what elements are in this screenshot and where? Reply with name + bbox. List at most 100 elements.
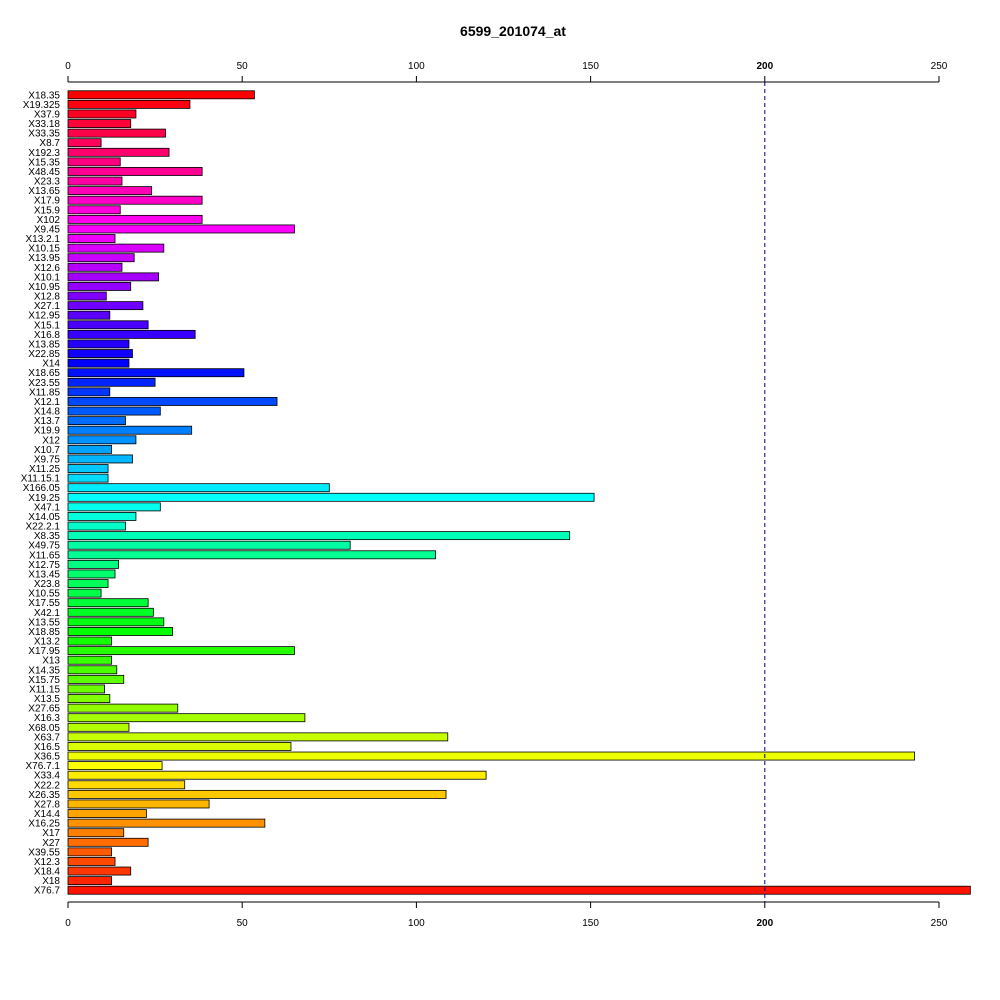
bar [67, 109, 137, 119]
bar [67, 857, 116, 866]
bar [67, 425, 193, 435]
category-label: X48.45 [28, 167, 60, 178]
bar [67, 559, 119, 569]
bar [67, 540, 351, 550]
category-label: X14.05 [28, 512, 60, 523]
category-label: X42.1 [34, 608, 61, 619]
bar [67, 377, 156, 387]
bar [67, 176, 123, 186]
bar [67, 214, 203, 224]
category-label: X9.45 [34, 224, 61, 235]
category-label: X23.3 [34, 177, 61, 188]
bar [67, 291, 107, 301]
category-label: X16.5 [34, 742, 61, 753]
category-label: X15.35 [28, 157, 60, 168]
bar [67, 90, 255, 100]
category-label: X18.4 [34, 867, 61, 878]
category-label: X18.35 [28, 90, 60, 101]
category-label: X10.95 [28, 282, 60, 293]
category-label: X76.7 [34, 886, 61, 897]
category-label: X68.05 [28, 723, 60, 734]
category-label: X33.18 [28, 119, 60, 130]
category-label: X23.55 [28, 378, 60, 389]
tick-label: 0 [65, 61, 71, 72]
bar [67, 627, 173, 636]
bar [67, 751, 916, 761]
bar [67, 770, 487, 780]
category-label: X13.85 [28, 339, 60, 350]
category-label: X14.4 [34, 809, 61, 820]
tick-label: 100 [408, 918, 425, 929]
tick-label: 200 [756, 918, 773, 929]
bar [67, 674, 125, 684]
tick-label: 150 [582, 918, 599, 929]
category-label: X11.15.1 [21, 474, 61, 485]
category-label: X36.5 [34, 752, 61, 763]
bar [67, 646, 295, 656]
category-label: X47.1 [34, 502, 61, 513]
bar [67, 703, 179, 713]
bar [67, 186, 153, 196]
bar [67, 473, 109, 483]
category-label: X12.95 [28, 311, 60, 322]
category-label: X16.3 [34, 713, 61, 724]
bar [67, 598, 149, 608]
category-label: X22.85 [28, 349, 60, 360]
tick-label: 250 [931, 918, 948, 929]
category-label: X27.65 [28, 704, 60, 715]
bar [67, 310, 111, 320]
bar [67, 147, 170, 157]
category-label: X63.7 [34, 732, 61, 743]
bar [67, 435, 137, 445]
bar [67, 837, 149, 847]
bar [67, 818, 266, 828]
category-label: X13 [42, 656, 60, 667]
category-label: X18 [42, 876, 60, 887]
bar [67, 167, 203, 176]
bar [67, 789, 447, 799]
bar [67, 780, 186, 790]
bar [67, 617, 165, 627]
bar [67, 128, 166, 138]
category-label: X13.65 [28, 186, 60, 197]
category-label: X13.55 [28, 617, 60, 628]
category-label: X27.8 [34, 799, 61, 810]
category-label: X12.1 [34, 397, 61, 408]
bar [67, 119, 132, 128]
category-label: X13.45 [28, 569, 60, 580]
bar [67, 444, 112, 454]
category-label: X13.2.1 [26, 234, 61, 245]
tick-label: 150 [582, 61, 599, 72]
category-label: X12.8 [34, 292, 61, 303]
bar [67, 464, 109, 473]
category-label: X9.75 [34, 454, 61, 465]
category-label: X10.1 [34, 272, 61, 283]
bar [67, 665, 118, 675]
tick-label: 0 [65, 918, 71, 929]
bar [67, 349, 133, 358]
tick-label: 200 [756, 61, 773, 72]
category-label: X8.35 [34, 531, 61, 542]
bar [67, 694, 111, 703]
bar-group [67, 90, 971, 895]
category-label: X14.8 [34, 407, 61, 418]
bar [67, 607, 154, 617]
bar [67, 406, 161, 416]
category-label: X12 [42, 435, 60, 446]
tick-label: 250 [931, 61, 948, 72]
category-labels: X18.35X19.325X37.9X33.18X33.35X8.7X192.3… [21, 90, 61, 896]
bar [67, 684, 105, 694]
bar [67, 512, 137, 521]
bar [67, 550, 436, 560]
top-x-axis: 0 50 100 150 200 250 [65, 61, 948, 83]
category-label: X17.9 [34, 196, 61, 207]
category-label: X27.1 [34, 301, 61, 312]
category-label: X10.7 [34, 445, 61, 456]
bar [67, 138, 102, 148]
bar [67, 195, 203, 205]
bar [67, 761, 163, 771]
bar [67, 339, 130, 349]
category-label: X22.2.1 [26, 522, 61, 533]
